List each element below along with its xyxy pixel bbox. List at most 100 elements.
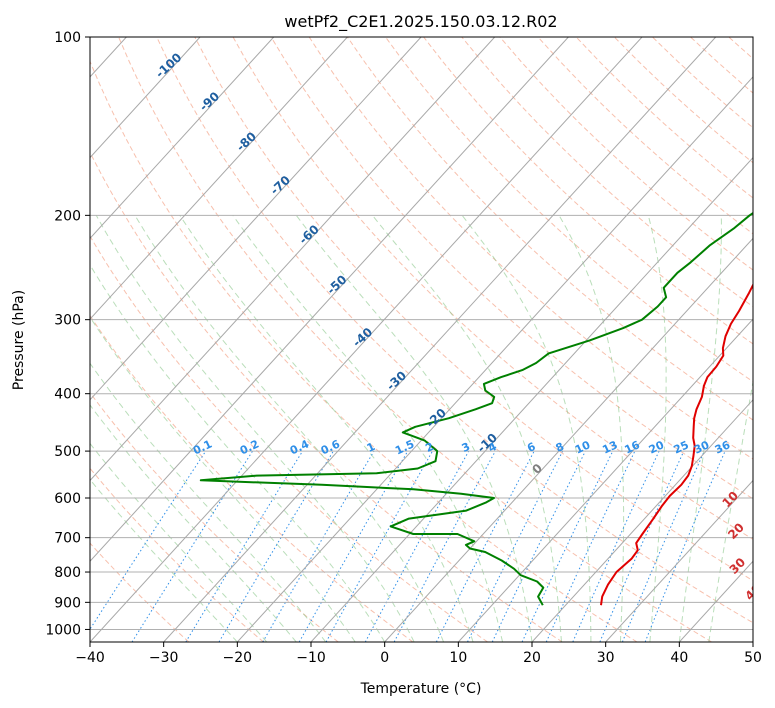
dry-adiabat-line xyxy=(156,37,753,624)
theta-label: 30 xyxy=(727,555,749,577)
x-tick-label: −10 xyxy=(296,650,326,666)
chart-title: wetPf2_C2E1.2025.150.03.12.R02 xyxy=(284,12,557,32)
mixing-ratio-line xyxy=(325,450,433,642)
axes-ticks: −40 −30 −20 −10 0 10 20 30 40 5010020030040050060… xyxy=(45,30,762,666)
x-tick-label: 20 xyxy=(523,650,541,666)
mixing-ratio-line xyxy=(393,450,496,642)
x-tick-label: −40 xyxy=(75,650,105,666)
mixing-ratio-line xyxy=(621,450,705,642)
moist-adiabat-line xyxy=(90,478,238,642)
moist-adiabat-line xyxy=(134,215,445,642)
dry-adiabat-line xyxy=(423,37,753,345)
isotherm-label: -100 xyxy=(153,50,185,81)
mixing-ratio-line xyxy=(572,450,660,642)
x-tick-label: 30 xyxy=(597,650,615,666)
isotherm-line xyxy=(236,76,753,642)
dry-adiabat-line xyxy=(690,37,753,94)
temperature-profile xyxy=(600,282,753,606)
mixing-ratio-line xyxy=(218,450,334,642)
mixing-ratio-label: 16 xyxy=(623,438,643,456)
isotherm-line xyxy=(90,37,643,642)
mixing-ratio-line xyxy=(90,450,207,631)
dry-adiabat-line xyxy=(652,37,753,129)
plot-frame xyxy=(89,36,754,643)
y-tick-label: 400 xyxy=(54,387,81,403)
isotherm-line xyxy=(90,37,348,320)
plot-area: -100-90-80-70-60-50-40-30-20-1000.1 0.2 0.… xyxy=(90,37,775,642)
y-tick-label: 800 xyxy=(54,565,81,581)
dry-adiabat-line xyxy=(270,37,753,500)
moist-adiabat-line xyxy=(90,263,386,642)
isotherm-label: -70 xyxy=(268,173,293,198)
moist-adiabat-line xyxy=(90,316,356,642)
dry-adiabat-line xyxy=(728,37,753,60)
dry-adiabat-line xyxy=(575,37,753,199)
mixing-ratio-line xyxy=(467,450,564,642)
dry-adiabat-line xyxy=(613,37,753,164)
theta-label: 40 xyxy=(742,581,764,603)
mixing-ratio-label: 10 xyxy=(573,438,593,456)
mixing-ratio-label: 25 xyxy=(671,438,690,456)
isotherm-line xyxy=(605,479,753,642)
isotherm-label: -90 xyxy=(197,89,222,114)
y-axis-label: Pressure (hPa) xyxy=(11,290,27,390)
mixing-ratio-label: 8 xyxy=(554,440,566,455)
isotherm-line xyxy=(752,641,753,642)
dry-adiabat-line xyxy=(308,37,753,460)
isotherm-label: -30 xyxy=(384,368,409,393)
dry-adiabat-line xyxy=(767,37,775,642)
y-tick-label: 1000 xyxy=(45,622,81,638)
dewpoint-profile xyxy=(199,211,753,606)
y-tick-label: 600 xyxy=(54,491,81,507)
isotherm-line xyxy=(90,37,569,563)
moist-adiabat-line xyxy=(372,214,562,642)
isotherm-line xyxy=(90,37,275,240)
moist-adiabat-line xyxy=(708,379,753,642)
mixing-ratio-line xyxy=(599,450,685,642)
isotherm-label: -40 xyxy=(350,325,375,350)
mixing-ratio-label: 13 xyxy=(600,438,619,456)
theta-label: 10 xyxy=(719,489,741,511)
moist-adiabat-line xyxy=(90,442,268,642)
dry-adiabat-line xyxy=(118,37,712,642)
mixing-ratio-label: 20 xyxy=(647,438,667,456)
dry-adiabat-line xyxy=(385,37,753,383)
mixing-ratio-label: 36 xyxy=(713,438,733,456)
x-axis-label: Temperature (°C) xyxy=(360,681,482,697)
x-tick-label: −30 xyxy=(149,650,179,666)
mixing-ratio-label: 0.2 xyxy=(238,437,261,457)
mixing-ratio-line xyxy=(185,450,304,642)
zero-isotherm-label: 0 xyxy=(529,461,545,477)
mixing-ratio-line xyxy=(364,450,470,642)
y-tick-label: 900 xyxy=(54,595,81,611)
dry-adiabat-line xyxy=(90,391,339,642)
moist-adiabat-line xyxy=(558,215,625,642)
isotherm-line xyxy=(457,318,753,642)
isotherm-line xyxy=(384,237,753,642)
y-tick-label: 100 xyxy=(54,30,81,46)
x-tick-label: −20 xyxy=(223,650,253,666)
x-tick-label: 40 xyxy=(670,650,688,666)
mixing-ratio-label: 0.4 xyxy=(288,437,311,457)
mixing-ratio-line xyxy=(545,450,636,642)
mixing-ratio-label: 0.6 xyxy=(319,437,342,457)
isotherm-line xyxy=(90,37,496,482)
y-tick-label: 500 xyxy=(54,444,81,460)
dry-adiabat-line xyxy=(461,37,753,308)
isotherm-line xyxy=(90,37,201,159)
mixing-ratio-label: 0.1 xyxy=(191,437,214,457)
y-tick-label: 700 xyxy=(54,531,81,547)
mixing-ratio-line xyxy=(131,450,254,642)
dry-adiabat-line xyxy=(90,467,264,642)
mixing-ratio-label: 1.5 xyxy=(393,437,416,457)
moist-adiabat-line xyxy=(90,362,327,642)
isotherm-label: -50 xyxy=(324,272,349,297)
dry-adiabat-line xyxy=(232,37,753,540)
mixing-ratio-label: 30 xyxy=(692,438,712,456)
dry-adiabat-line xyxy=(537,37,753,235)
y-tick-label: 200 xyxy=(54,208,81,224)
moist-adiabat-line xyxy=(179,215,474,642)
x-tick-label: 0 xyxy=(380,650,389,666)
isotherm-line xyxy=(310,156,753,642)
